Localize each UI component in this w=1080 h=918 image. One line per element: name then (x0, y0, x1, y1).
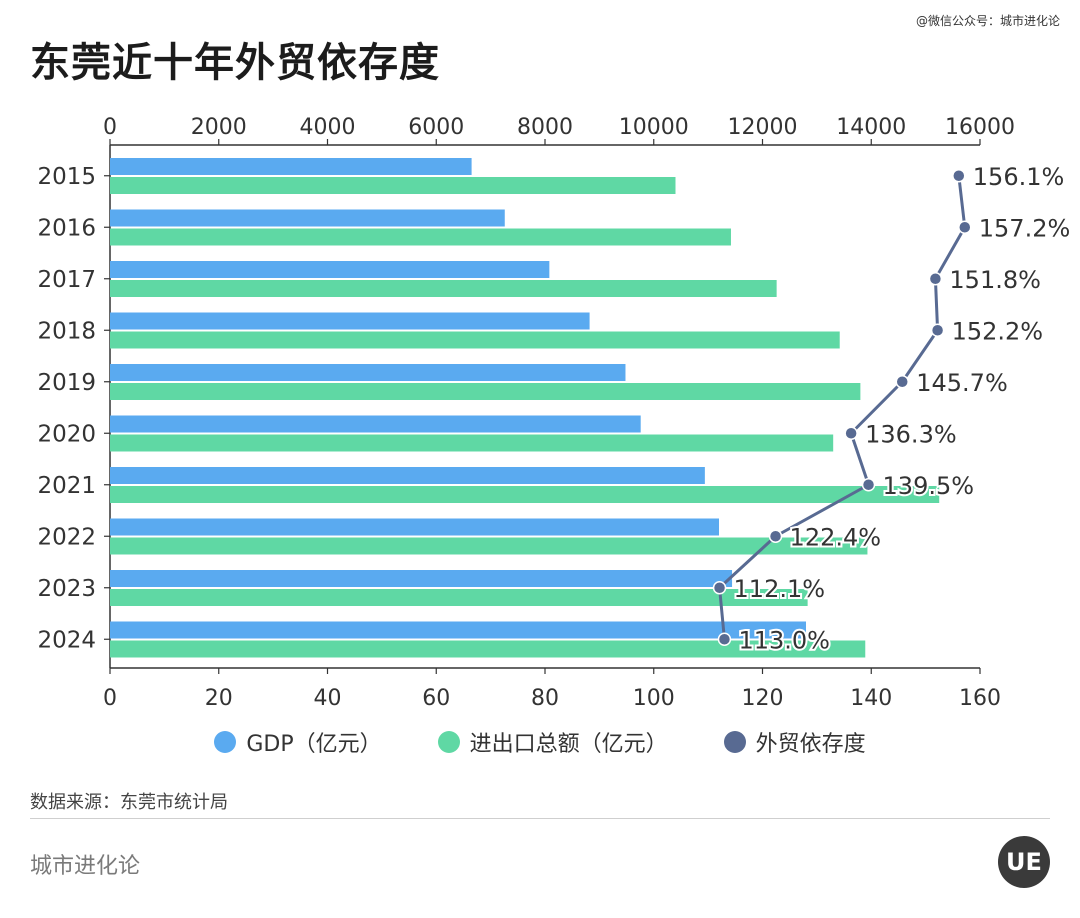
category-label: 2016 (37, 215, 96, 241)
ratio-data-label: 113.0% (738, 626, 830, 654)
legend-item-ratio: 外贸依存度 (723, 726, 866, 758)
legend-swatch-ratio-icon (723, 731, 746, 753)
bottom-tick-label: 100 (633, 686, 675, 711)
top-tick-label: 0 (103, 115, 117, 140)
ratio-data-label: 136.3% (865, 420, 957, 448)
chart-title: 东莞近十年外贸依存度 (30, 40, 440, 86)
trade-bar (110, 486, 940, 503)
ratio-data-label: 145.7% (916, 369, 1008, 397)
category-label: 2015 (37, 164, 96, 190)
trade-bar (110, 228, 731, 246)
ratio-data-label: 122.4% (790, 523, 882, 551)
ratio-point (717, 632, 732, 646)
top-tick-label: 2000 (191, 115, 247, 140)
legend-label-gdp: GDP（亿元） (246, 732, 382, 757)
legend-swatch-trade-icon (437, 731, 460, 753)
ratio-point (861, 478, 876, 492)
ratio-data-label: 152.2% (952, 317, 1044, 345)
bottom-tick-label: 40 (314, 686, 342, 711)
gdp-bar (110, 312, 590, 330)
bottom-tick-label: 20 (205, 686, 233, 711)
source-note: 数据来源：东莞市统计局 (30, 792, 228, 813)
top-tick-label: 14000 (836, 115, 906, 140)
top-tick-label: 12000 (728, 115, 798, 140)
top-tick-label: 10000 (619, 115, 689, 140)
legend: GDP（亿元） 进出口总额（亿元） 外贸依存度 (0, 726, 1080, 758)
gdp-bar (110, 209, 505, 227)
top-tick-label: 8000 (517, 115, 573, 140)
trade-bar (110, 537, 868, 555)
trade-bar (110, 434, 834, 452)
category-label: 2017 (37, 267, 96, 293)
category-label: 2020 (37, 421, 96, 447)
legend-label-ratio: 外贸依存度 (755, 732, 866, 757)
category-label: 2023 (37, 576, 96, 602)
gdp-bar (110, 570, 733, 587)
ratio-line (718, 175, 967, 640)
gdp-bar (110, 467, 705, 484)
ratio-point (952, 169, 966, 183)
category-label: 2024 (37, 627, 96, 653)
chart-area: 0 2000 4000 6000 8000 10000 12000 14000 16000 0 20… (37, 115, 1072, 711)
trade-bar (110, 589, 808, 606)
category-label: 2021 (37, 473, 96, 499)
trade-bar (110, 331, 840, 349)
ratio-point (844, 426, 858, 440)
category-label: 2019 (37, 370, 96, 396)
trade-bar (110, 177, 676, 194)
ratio-point (958, 220, 972, 234)
ratio-point (928, 272, 943, 286)
category-label: 2022 (37, 524, 96, 550)
legend-label-trade: 进出口总额（亿元） (469, 732, 668, 757)
category-label: 2018 (37, 318, 96, 344)
legend-item-gdp: GDP（亿元） (214, 726, 382, 758)
bottom-tick-label: 0 (103, 686, 117, 711)
ratio-data-label: 151.8% (949, 266, 1041, 294)
legend-item-trade: 进出口总额（亿元） (437, 726, 668, 758)
top-tick-label: 4000 (300, 115, 356, 140)
top-tick-label: 16000 (945, 115, 1015, 140)
bottom-tick-label: 120 (742, 686, 784, 711)
credit-text: @微信公众号：城市进化论 (915, 14, 1060, 28)
ratio-point (768, 529, 783, 543)
divider (30, 818, 1050, 819)
brand-name: 城市进化论 (30, 854, 141, 879)
ratio-point (930, 323, 945, 337)
gdp-bar (110, 261, 550, 278)
ratio-point (712, 581, 727, 595)
trade-bar (110, 383, 861, 400)
brand-logo: UE (998, 836, 1050, 888)
ratio-data-label: 139.5% (883, 472, 975, 500)
bottom-tick-label: 160 (959, 686, 1001, 711)
bottom-tick-label: 60 (422, 686, 450, 711)
ratio-data-label: 112.1% (734, 575, 826, 603)
legend-swatch-gdp-icon (214, 731, 237, 753)
top-tick-label: 6000 (408, 115, 464, 140)
ratio-point (895, 375, 909, 389)
gdp-bar (110, 518, 719, 536)
gdp-bar (110, 621, 806, 639)
gdp-bar (110, 158, 472, 175)
bottom-tick-label: 80 (531, 686, 559, 711)
trade-bar (110, 280, 777, 297)
bottom-tick-label: 140 (850, 686, 892, 711)
ratio-data-label: 156.1% (973, 163, 1065, 191)
ratio-data-label: 157.2% (979, 214, 1071, 242)
trade-bar (110, 640, 866, 658)
gdp-bar (110, 415, 641, 433)
gdp-bar (110, 364, 626, 381)
